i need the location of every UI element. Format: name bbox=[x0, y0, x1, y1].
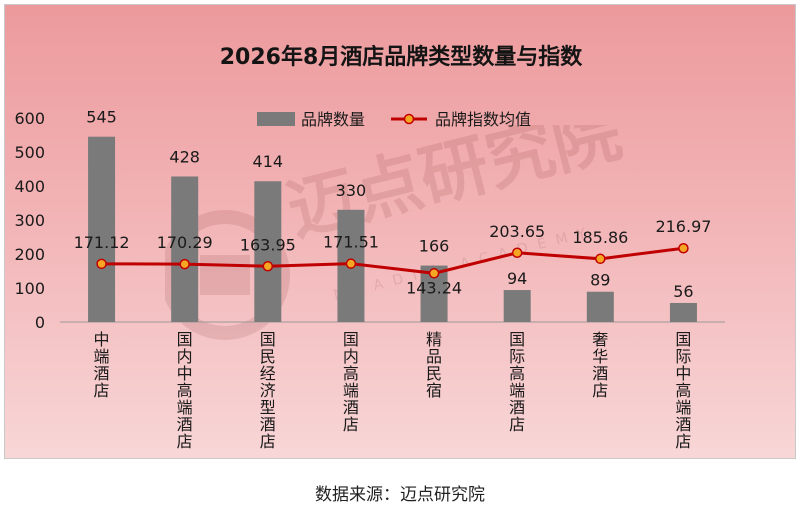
x-category-label: 国际高端酒店 bbox=[509, 330, 525, 434]
y-tick-label: 400 bbox=[14, 177, 45, 196]
bar-value-label: 545 bbox=[86, 108, 117, 127]
line-value-label: 185.86 bbox=[572, 228, 628, 247]
line-series bbox=[101, 246, 684, 275]
legend-label-line: 品牌指数均值 bbox=[435, 110, 531, 129]
bar bbox=[171, 176, 199, 322]
bar-value-label: 166 bbox=[419, 237, 450, 256]
line-marker bbox=[595, 253, 606, 265]
source-caption: 数据来源：迈点研究院 bbox=[315, 485, 485, 505]
line-marker bbox=[96, 258, 107, 270]
line-value-label: 170.29 bbox=[157, 233, 213, 252]
bar-value-label: 414 bbox=[253, 152, 284, 171]
bar-value-label: 94 bbox=[507, 269, 527, 288]
line-marker bbox=[345, 258, 357, 269]
bar bbox=[88, 136, 116, 322]
bar bbox=[503, 290, 531, 322]
bar-value-label: 89 bbox=[590, 271, 610, 290]
bar bbox=[254, 181, 282, 322]
x-category-label: 国际中高端酒店 bbox=[675, 330, 691, 451]
y-tick-label: 100 bbox=[14, 279, 45, 298]
x-category-label: 国内中高端酒店 bbox=[177, 330, 193, 451]
x-category-label: 国民经济型酒店 bbox=[260, 330, 276, 451]
line-value-label: 203.65 bbox=[489, 222, 545, 241]
bar-value-label: 428 bbox=[169, 147, 200, 166]
line-marker bbox=[262, 261, 274, 272]
y-tick-label: 500 bbox=[14, 143, 45, 162]
chart-title: 2026年8月酒店品牌类型数量与指数 bbox=[219, 45, 583, 70]
bar-value-label: 330 bbox=[336, 181, 367, 200]
x-category-label: 中端酒店 bbox=[94, 330, 110, 400]
y-tick-label: 0 bbox=[35, 313, 45, 332]
x-category-label: 奢华酒店 bbox=[592, 330, 608, 400]
bar-value-label: 56 bbox=[673, 282, 693, 301]
line-marker bbox=[428, 268, 440, 279]
y-tick-label: 600 bbox=[14, 109, 45, 128]
line-value-label: 143.24 bbox=[406, 278, 462, 297]
y-tick-label: 200 bbox=[14, 245, 45, 264]
bar bbox=[669, 302, 697, 322]
legend-swatch-marker bbox=[403, 113, 415, 125]
x-category-label: 国内高端酒店 bbox=[343, 330, 359, 434]
line-marker bbox=[179, 258, 190, 270]
y-tick-label: 300 bbox=[14, 211, 45, 230]
line-marker bbox=[678, 242, 689, 254]
legend-swatch-bar bbox=[257, 112, 295, 126]
line-value-label: 171.12 bbox=[74, 233, 130, 252]
line-value-label: 163.95 bbox=[240, 235, 296, 254]
x-category-label: 精品民宿 bbox=[426, 330, 442, 400]
chart-frame: 迈点研究院 MEADIN ACADEMY 2026年8月酒店品牌类型数量与指数 … bbox=[4, 4, 796, 459]
bar bbox=[586, 291, 614, 322]
legend-label-bar: 品牌数量 bbox=[301, 110, 365, 129]
chart-plot: 0 100 200 300 400 500 600 545 428 414 330 166 94 89 56… bbox=[14, 108, 725, 451]
line-value-label: 171.51 bbox=[323, 233, 379, 252]
line-marker bbox=[511, 247, 523, 259]
line-value-label: 216.97 bbox=[655, 217, 711, 236]
